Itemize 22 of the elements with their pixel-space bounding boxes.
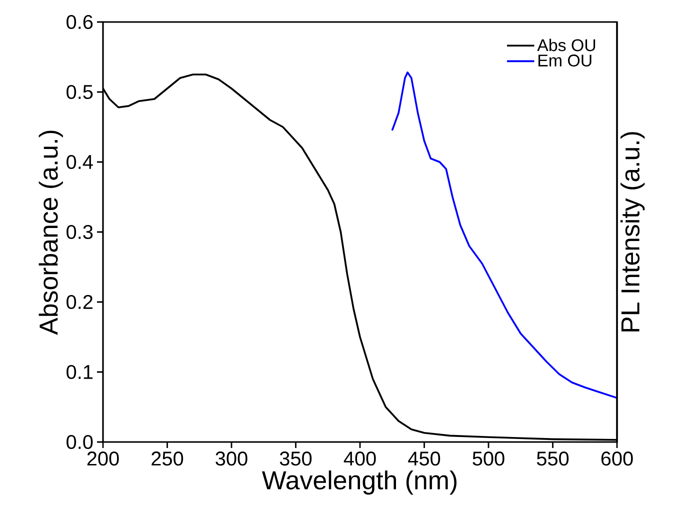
x-tick-label: 600 bbox=[601, 452, 633, 466]
legend-label: Abs OU bbox=[537, 38, 596, 52]
x-axis-title: Wavelength (nm) bbox=[262, 470, 456, 495]
y-tick-label: 0.4 bbox=[66, 154, 93, 170]
y-tick-label: 0.3 bbox=[66, 224, 93, 240]
y-tick-label: 0.6 bbox=[66, 14, 93, 30]
x-tick-label: 200 bbox=[87, 452, 119, 466]
y-axis-title: Absorbance (a.u.) bbox=[38, 130, 63, 335]
y-tick-label: 0.1 bbox=[66, 364, 93, 380]
y2-axis-title: PL Intensity (a.u.) bbox=[620, 132, 645, 332]
x-tick-label: 250 bbox=[152, 452, 184, 466]
x-tick-label: 300 bbox=[216, 452, 248, 466]
x-tick-label: 400 bbox=[344, 452, 376, 466]
x-tick-label: 350 bbox=[280, 452, 312, 466]
y-tick-label: 0.2 bbox=[66, 294, 92, 310]
legend-label: Em OU bbox=[538, 54, 592, 67]
y-tick-label: 0.0 bbox=[66, 434, 93, 450]
x-tick-label: 500 bbox=[472, 452, 504, 466]
x-tick-label: 550 bbox=[536, 452, 569, 466]
x-tick-label: 450 bbox=[408, 452, 440, 466]
y-tick-label: 0.5 bbox=[66, 84, 93, 100]
line-series bbox=[391, 71, 618, 399]
